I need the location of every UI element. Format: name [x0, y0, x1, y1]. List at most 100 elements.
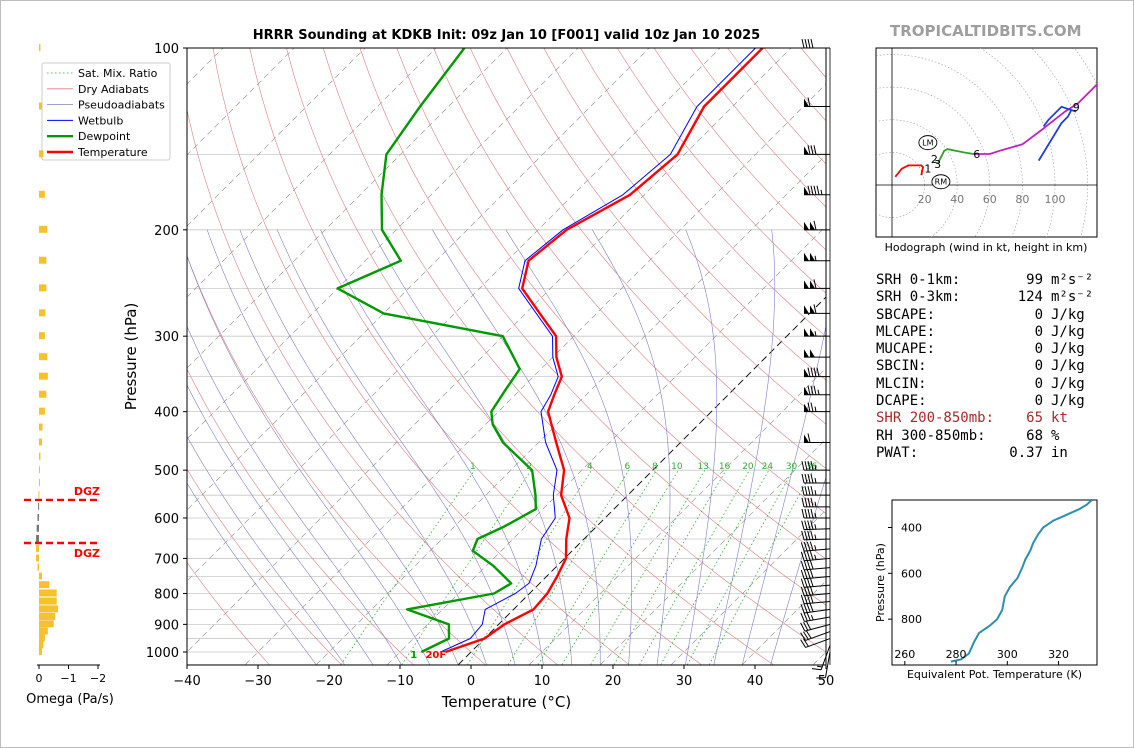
skewt-background — [187, 48, 826, 665]
series-dewpoint — [336, 48, 537, 654]
wind-barb — [804, 279, 830, 289]
dry-adiabat — [396, 48, 826, 560]
omega-bar — [39, 581, 50, 589]
stat-unit: m²s⁻² — [1051, 272, 1094, 288]
barb-full — [809, 602, 814, 612]
surface-dewpoint-label: 1 — [410, 650, 417, 661]
stat-row: SRH 0-1km: 99 m²s⁻² — [876, 272, 1093, 289]
dry-adiabat — [249, 48, 702, 665]
barb-full — [804, 530, 808, 540]
barb-staff — [804, 623, 831, 632]
stat-unit: in — [1051, 444, 1068, 461]
barb-full — [800, 632, 806, 641]
barb-full — [807, 486, 811, 496]
dgz-label: DGZ — [74, 547, 100, 560]
barb-full — [811, 668, 822, 671]
stat-unit: J/kg — [1051, 306, 1085, 323]
y-tick-label: 800 — [154, 587, 179, 602]
x-axis-label: Temperature (°C) — [441, 693, 571, 711]
x-tick-label: −30 — [244, 674, 271, 689]
theta-e-y-tick-label: 600 — [901, 567, 922, 580]
stat-unit: m²s⁻² — [1051, 289, 1094, 306]
dry-adiabat — [322, 48, 826, 653]
barb-full — [804, 473, 808, 484]
barb-full — [810, 145, 814, 155]
barb-full — [807, 520, 811, 530]
stat-value: 0.37 — [1009, 444, 1043, 461]
theta-e-line — [950, 500, 1093, 663]
wind-barb — [801, 486, 830, 496]
barb-half — [817, 665, 823, 668]
pseudoadiabat — [432, 229, 601, 665]
barb-full — [810, 461, 814, 471]
barb-full — [803, 631, 809, 640]
isotherm — [528, 367, 826, 665]
x-tick-label: −10 — [386, 674, 413, 689]
stat-unit: J/kg — [1051, 323, 1085, 340]
barb-full — [800, 639, 806, 648]
barb-flag — [804, 386, 809, 395]
barb-full — [803, 578, 808, 588]
stat-label: SBCAPE: — [876, 306, 936, 323]
stat-value: 68 — [1026, 427, 1043, 444]
omega-bar — [39, 372, 48, 380]
barb-flag — [804, 434, 809, 443]
pseudoadiabat — [505, 229, 633, 665]
y-axis-label: Pressure (hPa) — [122, 303, 140, 411]
wind-barb — [800, 560, 831, 571]
barb-flag — [804, 328, 809, 337]
dry-adiabat — [506, 48, 826, 425]
series-wetbulb — [440, 48, 756, 653]
mixing-ratio-line — [537, 469, 657, 665]
wind-barb — [804, 185, 830, 196]
barb-half — [814, 501, 817, 507]
mixing-ratio-line — [561, 469, 679, 665]
barb-flag — [810, 305, 815, 314]
barb-flag — [810, 221, 815, 230]
barb-flag — [804, 368, 809, 377]
hodograph-clip-group — [876, 48, 1097, 237]
barb-half — [810, 614, 814, 621]
theta-e-y-label: Pressure (hPa) — [874, 543, 887, 622]
barb-full — [813, 367, 817, 377]
stat-row: SBCIN: 0 J/kg — [876, 358, 1093, 375]
omega-bar — [39, 407, 45, 415]
omega-bar — [39, 353, 48, 361]
wind-barb — [811, 645, 831, 671]
barb-half — [814, 512, 817, 519]
barb-half — [814, 465, 817, 471]
mixing-ratio-line — [507, 469, 630, 665]
stat-row: SRH 0-3km: 124 m²s⁻² — [876, 289, 1093, 306]
y-tick-label: 700 — [154, 552, 179, 567]
omega-x-tick-label: −2 — [90, 672, 106, 685]
omega-bar — [39, 423, 43, 431]
barb-full — [805, 621, 812, 630]
barb-full — [810, 38, 814, 49]
barb-full — [809, 594, 814, 604]
mixing-ratio-label: 4 — [587, 462, 593, 472]
stat-unit: % — [1051, 427, 1060, 444]
hodograph-ring-label: 60 — [983, 193, 997, 206]
barb-full — [807, 530, 811, 540]
barb-full — [800, 604, 805, 614]
barb-full — [803, 541, 808, 552]
theta-e-clip-group — [950, 500, 1093, 663]
mixing-ratio-line — [639, 469, 750, 665]
hodograph-height-label: 1 — [924, 163, 931, 176]
stat-row: SHR 200-850mb: 65 kt — [876, 410, 1093, 427]
barb-full — [804, 461, 808, 471]
pseudoadiabat — [276, 229, 516, 665]
x-tick-label: −40 — [173, 674, 200, 689]
barb-half — [814, 490, 817, 496]
pseudoadiabat — [770, 475, 826, 665]
omega-bar — [38, 491, 40, 499]
mixing-ratio-label: 6 — [625, 462, 631, 472]
series-temperature — [445, 48, 764, 654]
stat-label: DCAPE: — [876, 393, 927, 410]
barb-flag — [810, 328, 815, 337]
barb-full — [809, 560, 814, 570]
stat-value: 0 — [1034, 358, 1043, 375]
stat-row: SBCAPE: 0 J/kg — [876, 307, 1093, 324]
barb-full — [810, 508, 814, 519]
wind-barb — [804, 402, 830, 413]
